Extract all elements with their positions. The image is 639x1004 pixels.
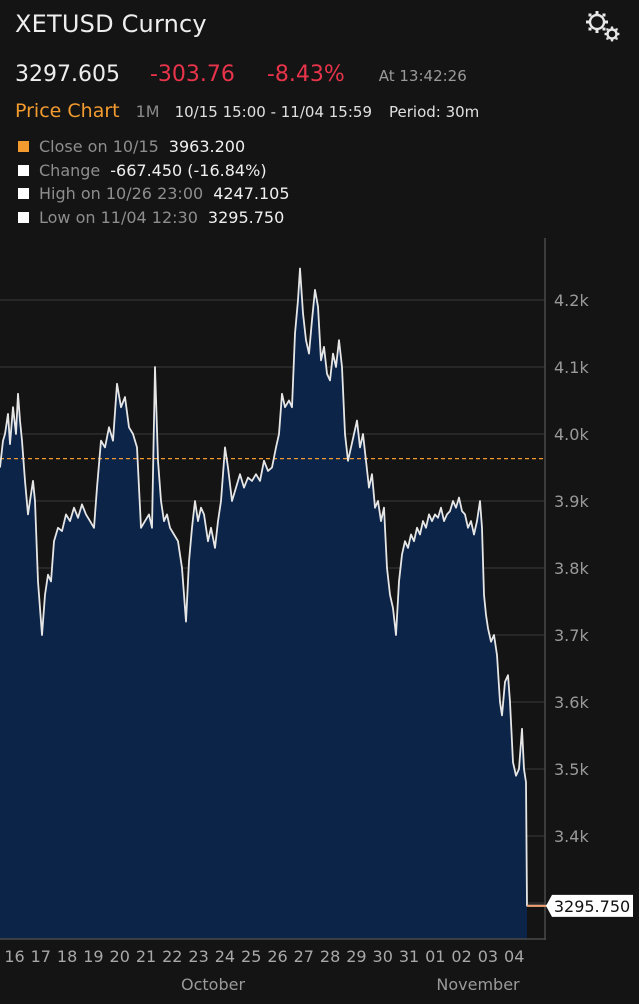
price-area	[0, 268, 527, 939]
y-tick-label: 3.6k	[554, 693, 589, 712]
chart-subheader: Price Chart 1M 10/15 15:00 - 11/04 15:59…	[15, 100, 479, 122]
legend-label: High on 10/26 23:00	[39, 184, 204, 204]
x-tick-label: 27	[294, 947, 314, 966]
y-tick-label: 3.4k	[554, 827, 589, 846]
legend-swatch	[18, 141, 29, 153]
quote-row: 3297.605 -303.76 -8.43% At 13:42:26	[15, 62, 467, 92]
month-labels: October November	[181, 975, 520, 994]
x-tick-label: 04	[504, 947, 524, 966]
x-tick-label: 16	[4, 947, 24, 966]
x-tick-label: 03	[478, 947, 498, 966]
y-tick-label: 3.7k	[554, 626, 589, 645]
x-tick-label: 30	[373, 947, 393, 966]
chart-label: Price Chart	[15, 100, 120, 122]
month-label: October	[181, 975, 245, 994]
x-tick-label: 22	[162, 947, 182, 966]
x-tick-label: 31	[399, 947, 419, 966]
gear-icon[interactable]	[583, 8, 623, 44]
x-tick-label: 24	[215, 947, 235, 966]
legend-value: 3295.750	[207, 207, 285, 227]
legend-item-change: Change -667.450 (-16.84%)	[18, 159, 290, 183]
legend-swatch	[18, 164, 29, 176]
legend-item-high: High on 10/26 23:00 4247.105	[18, 182, 290, 206]
legend-item-low: Low on 11/04 12:30 3295.750	[18, 206, 290, 230]
legend-label: Low on 11/04 12:30	[39, 207, 198, 227]
y-tick-label: 3.5k	[554, 760, 589, 779]
x-tick-label: 28	[320, 947, 340, 966]
x-tick-label: 21	[136, 947, 156, 966]
y-tick-label: 4.1k	[554, 358, 589, 377]
last-value-label: 3295.750	[546, 894, 633, 917]
x-tick-label: 20	[110, 947, 130, 966]
x-tick-label: 18	[57, 947, 77, 966]
y-tick-label: 3.8k	[554, 559, 589, 578]
y-tick-label: 4.0k	[554, 425, 589, 444]
y-axis-labels: 4.2k 4.1k 4.0k 3.9k 3.8k 3.7k 3.6k 3.5k 3.4k	[554, 291, 589, 846]
last-value-badge	[546, 894, 633, 917]
legend-swatch	[18, 188, 29, 200]
x-tick-label: 26	[267, 947, 287, 966]
security-title: XETUSD Curncy	[15, 10, 207, 38]
legend-item-close: Close on 10/15 3963.200	[18, 135, 290, 159]
x-tick-label: 29	[346, 947, 366, 966]
percent-change: -8.43%	[266, 62, 345, 87]
period-label: Period: 30m	[389, 103, 480, 121]
legend-label: Close on 10/15	[39, 137, 159, 157]
x-axis-labels: 16 17 18 19 20 21 22 23 24 25 26 27 28 29 30 31 01 02 03 04	[4, 947, 524, 966]
x-tick-label: 01	[425, 947, 445, 966]
date-range: 10/15 15:00 - 11/04 15:59	[174, 103, 372, 121]
price-line	[0, 267, 548, 907]
last-value-text: 3295.750	[554, 897, 630, 916]
net-change: -303.76	[149, 62, 235, 87]
range-selector[interactable]: 1M	[135, 102, 160, 121]
legend-value: 3963.200	[168, 137, 246, 157]
x-tick-label: 25	[241, 947, 261, 966]
legend-label: Change	[39, 160, 101, 180]
x-tick-label: 17	[31, 947, 51, 966]
y-tick-label: 3.9k	[554, 492, 589, 511]
x-tick-label: 23	[188, 947, 208, 966]
last-price: 3297.605	[15, 62, 120, 87]
quote-time: At 13:42:26	[378, 67, 467, 85]
y-tick-label: 4.2k	[554, 291, 589, 310]
legend-value: -667.450 (-16.84%)	[110, 160, 267, 180]
x-tick-label: 02	[451, 947, 471, 966]
month-label: November	[436, 975, 520, 994]
legend-swatch	[18, 211, 29, 223]
x-tick-label: 19	[83, 947, 103, 966]
chart-legend: Close on 10/15 3963.200 Change -667.450 …	[18, 135, 290, 229]
price-chart-svg[interactable]: 4.2k 4.1k 4.0k 3.9k 3.8k 3.7k 3.6k 3.5k 3.4k 329…	[0, 238, 639, 1000]
legend-value: 4247.105	[213, 184, 290, 204]
price-chart[interactable]: 4.2k 4.1k 4.0k 3.9k 3.8k 3.7k 3.6k 3.5k 3.4k 329…	[0, 238, 639, 1000]
